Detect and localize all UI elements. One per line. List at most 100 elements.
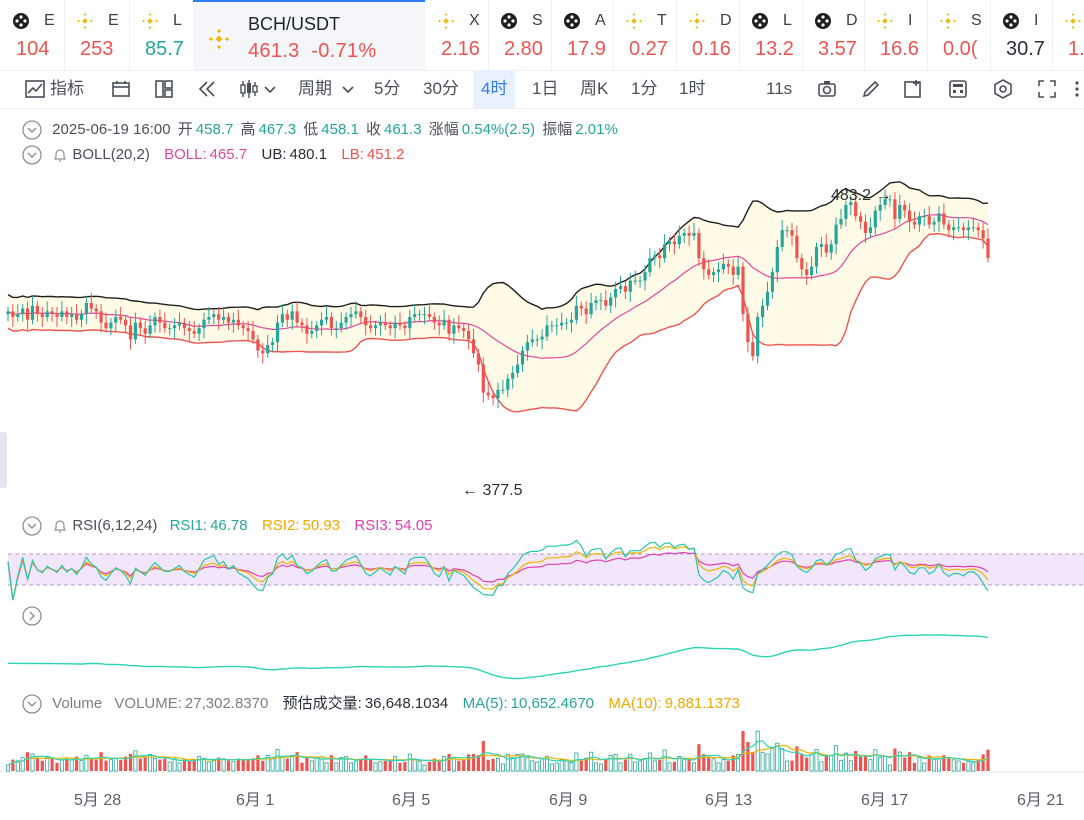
interval-5m[interactable]: 5分 — [374, 79, 401, 98]
ticker-tab[interactable]: X 2.16 — [425, 0, 489, 70]
volume-bar — [525, 757, 530, 772]
interval-1h[interactable]: 1时 — [679, 79, 706, 98]
x-axis-label: 6月 9 — [549, 792, 588, 809]
volume-bar — [11, 759, 15, 771]
volume-bar — [971, 762, 976, 772]
volume-bar — [20, 757, 25, 772]
ticker-tab[interactable]: E 253 — [64, 0, 130, 70]
ticker-bar: E 104 E 253 L 85.7 X 2.16 S 2.80 A 17.9 T 0.27 D 0.16 L 1… — [0, 0, 1084, 71]
rewind-icon[interactable] — [196, 78, 218, 100]
volume-bar — [177, 762, 182, 772]
candle-body — [569, 319, 574, 323]
candle-body — [545, 325, 549, 337]
chevron-down-icon[interactable] — [262, 78, 278, 100]
volume-bar — [364, 755, 368, 771]
candle-body — [574, 305, 578, 320]
volume-bar — [226, 760, 231, 771]
volume-bar — [59, 759, 64, 772]
volume-bar — [574, 752, 579, 772]
black-coin-icon — [564, 13, 580, 29]
bell-icon[interactable] — [52, 147, 68, 163]
rsi-line-6 — [7, 539, 989, 601]
volume-bar — [549, 763, 554, 772]
high-label: 高 — [240, 121, 256, 138]
indicator-button[interactable]: 指标 — [50, 79, 84, 98]
indicator-chart-icon[interactable] — [24, 78, 46, 100]
volume-bar — [839, 760, 844, 772]
volume-bar — [922, 762, 927, 772]
ticker-tab[interactable]: I 16.6 — [864, 0, 928, 70]
interval-30m[interactable]: 30分 — [423, 79, 459, 98]
volume-bar — [84, 754, 89, 772]
ticker-tab[interactable]: I 30.7 — [990, 0, 1053, 70]
collapse-chevron-icon[interactable] — [22, 120, 42, 140]
ticker-tab[interactable]: D 3.57 — [802, 0, 865, 70]
ticker-tab[interactable]: E 104 — [0, 0, 65, 70]
fullscreen-icon[interactable] — [1036, 78, 1058, 100]
calendar-icon[interactable] — [110, 78, 132, 100]
collapse-chevron-icon[interactable] — [22, 145, 42, 165]
ticker-tab[interactable]: A 17.9 — [551, 0, 614, 70]
interval-4h[interactable]: 4时 — [473, 70, 516, 108]
volume-bar — [662, 749, 667, 772]
volume-bar — [545, 755, 550, 772]
bell-icon[interactable] — [52, 518, 68, 534]
volume-bar — [30, 753, 35, 772]
interval-1m[interactable]: 1分 — [631, 79, 658, 98]
bnb-icon — [877, 13, 893, 29]
camera-icon[interactable] — [816, 78, 838, 100]
ticker-tab[interactable]: L 13.2 — [739, 0, 803, 70]
candle-body — [878, 204, 882, 211]
volume-bar — [15, 760, 20, 772]
expand-chevron-icon[interactable] — [22, 606, 42, 626]
candle-body — [50, 311, 54, 315]
candle-body — [398, 322, 402, 326]
ticker-symbol: L — [783, 12, 792, 29]
volume-bar — [138, 758, 142, 771]
collapse-chevron-icon[interactable] — [22, 516, 42, 536]
add-drawing-icon[interactable] — [902, 78, 924, 100]
interval-1w[interactable]: 周K — [580, 79, 609, 98]
panel-collapse-handle[interactable] — [0, 432, 7, 488]
tab-bch-usdt[interactable]: BCH/USDT 461.3 -0.71% — [193, 0, 425, 70]
volume-bar — [265, 755, 270, 772]
ticker-tab[interactable]: D 0.16 — [676, 0, 740, 70]
ticker-tab[interactable]: S 0.0( — [927, 0, 991, 70]
candle-body — [329, 316, 333, 329]
volume-bar — [790, 760, 794, 771]
volume-bar — [707, 757, 711, 771]
candle-type-icon[interactable] — [238, 78, 260, 100]
candle-body — [623, 286, 627, 292]
candle-body — [961, 227, 966, 231]
calculator-icon[interactable] — [947, 78, 969, 100]
ticker-tab[interactable]: T 0.27 — [613, 0, 677, 70]
candle-body — [540, 336, 544, 340]
candle-body — [903, 204, 907, 211]
pencil-icon[interactable] — [860, 78, 882, 100]
settings-icon[interactable] — [992, 78, 1014, 100]
period-button[interactable]: 周期 — [298, 79, 332, 98]
volume-bar — [643, 758, 648, 772]
candle-body — [418, 314, 422, 316]
candle-body — [231, 319, 235, 323]
candle-body — [834, 224, 838, 245]
candle-body — [707, 269, 711, 275]
interval-1d[interactable]: 1日 — [532, 79, 559, 98]
volume-bar — [800, 754, 804, 771]
candle-body — [966, 227, 970, 231]
ticker-tab[interactable]: 1. — [1052, 0, 1084, 70]
more-icon[interactable] — [1070, 78, 1084, 100]
chevron-down-icon[interactable] — [340, 78, 356, 100]
candle-body — [271, 342, 275, 345]
collapse-chevron-icon[interactable] — [22, 694, 42, 714]
volume-bar — [878, 757, 883, 772]
volume-bar — [407, 753, 412, 772]
active-tab-symbol: BCH/USDT — [248, 14, 341, 34]
candle-body — [447, 319, 451, 334]
rsi1: RSI1: 46.78 — [169, 516, 248, 534]
ticker-tab[interactable]: S 2.80 — [488, 0, 552, 70]
candle-body — [560, 322, 564, 326]
close-label: 收 — [365, 121, 381, 138]
layout-icon[interactable] — [153, 78, 175, 100]
